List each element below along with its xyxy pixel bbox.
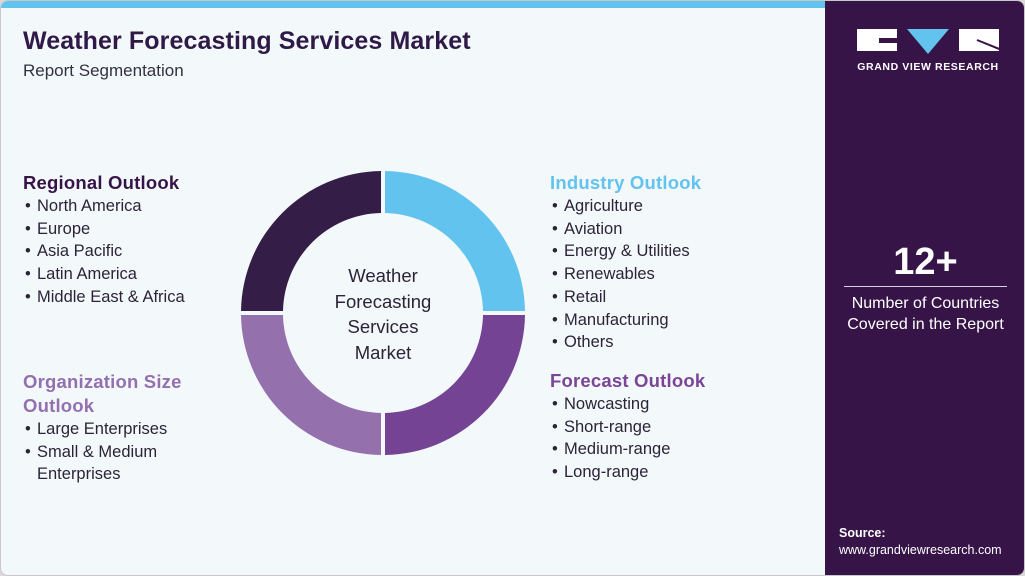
list-item: Europe — [23, 218, 185, 241]
countries-count: 12+ — [893, 241, 958, 283]
regional-outlook-title: Regional Outlook — [23, 172, 180, 193]
logo-r-mark-icon — [959, 29, 999, 51]
donut-segment-regional — [241, 171, 381, 311]
segmentation-donut-chart — [241, 171, 525, 455]
list-item: Asia Pacific — [23, 240, 185, 263]
stat-divider — [844, 286, 1007, 287]
donut-segment-forecast — [385, 315, 525, 455]
list-item: Small & Medium Enterprises — [23, 441, 223, 486]
list-item: Middle East & Africa — [23, 286, 185, 309]
logo-v-triangle-icon — [907, 29, 949, 54]
list-item: Short-range — [550, 416, 705, 439]
countries-count-label: Number of Countries Covered in the Repor… — [825, 293, 1024, 335]
list-item: Agriculture — [550, 195, 701, 218]
page-title: Weather Forecasting Services Market — [23, 27, 471, 55]
forecast-outlook-section: Forecast Outlook Nowcasting Short-range … — [550, 369, 705, 484]
list-item: Others — [550, 331, 701, 354]
list-item: Energy & Utilities — [550, 240, 701, 263]
source-label: Source: — [839, 526, 886, 540]
donut-segment-industry — [385, 171, 525, 311]
logo-marks — [857, 29, 999, 55]
stat-label-line: Number of Countries — [851, 295, 1000, 312]
forecast-outlook-title: Forecast Outlook — [550, 370, 706, 391]
grand-view-research-logo: GRAND VIEW RESEARCH — [857, 29, 999, 73]
organization-size-title: Organization Size Outlook — [23, 370, 223, 418]
industry-outlook-list: Agriculture Aviation Energy & Utilities … — [550, 195, 701, 354]
donut-segment-organization — [241, 315, 381, 455]
organization-size-list: Large Enterprises Small & Medium Enterpr… — [23, 418, 223, 486]
organization-size-title-line2: Outlook — [23, 395, 95, 416]
donut-center-line: Market — [354, 341, 412, 363]
list-item: Medium-range — [550, 438, 705, 461]
list-item: Manufacturing — [550, 309, 701, 332]
list-item: Large Enterprises — [23, 418, 223, 441]
brand-sidebar: GRAND VIEW RESEARCH 12+ Number of Countr… — [825, 1, 1024, 575]
list-item: Latin America — [23, 263, 185, 286]
list-item: Nowcasting — [550, 393, 705, 416]
donut-center-line: Forecasting — [334, 290, 432, 312]
logo-g-mark-icon — [857, 29, 897, 51]
organization-size-title-line1: Organization Size — [23, 371, 182, 392]
top-accent-bar — [1, 1, 825, 8]
page-subtitle: Report Segmentation — [23, 61, 184, 80]
stat-label-line: Covered in the Report — [847, 316, 1004, 333]
logo-text: GRAND VIEW RESEARCH — [857, 61, 999, 73]
list-item: Retail — [550, 286, 701, 309]
source-citation: Source: www.grandviewresearch.com — [839, 525, 1002, 559]
source-url: www.grandviewresearch.com — [839, 543, 1002, 557]
regional-outlook-section: Regional Outlook North America Europe As… — [23, 171, 185, 309]
donut-center-label: Weather Forecasting Services Market — [313, 263, 453, 365]
donut-center-line: Services — [347, 316, 419, 337]
list-item: Long-range — [550, 461, 705, 484]
list-item: Aviation — [550, 218, 701, 241]
forecast-outlook-list: Nowcasting Short-range Medium-range Long… — [550, 393, 705, 484]
organization-size-section: Organization Size Outlook Large Enterpri… — [23, 370, 223, 486]
list-item: Renewables — [550, 263, 701, 286]
industry-outlook-title: Industry Outlook — [550, 172, 702, 193]
donut-center-line: Weather — [348, 265, 418, 286]
industry-outlook-section: Industry Outlook Agriculture Aviation En… — [550, 171, 701, 354]
list-item: North America — [23, 195, 185, 218]
regional-outlook-list: North America Europe Asia Pacific Latin … — [23, 195, 185, 309]
